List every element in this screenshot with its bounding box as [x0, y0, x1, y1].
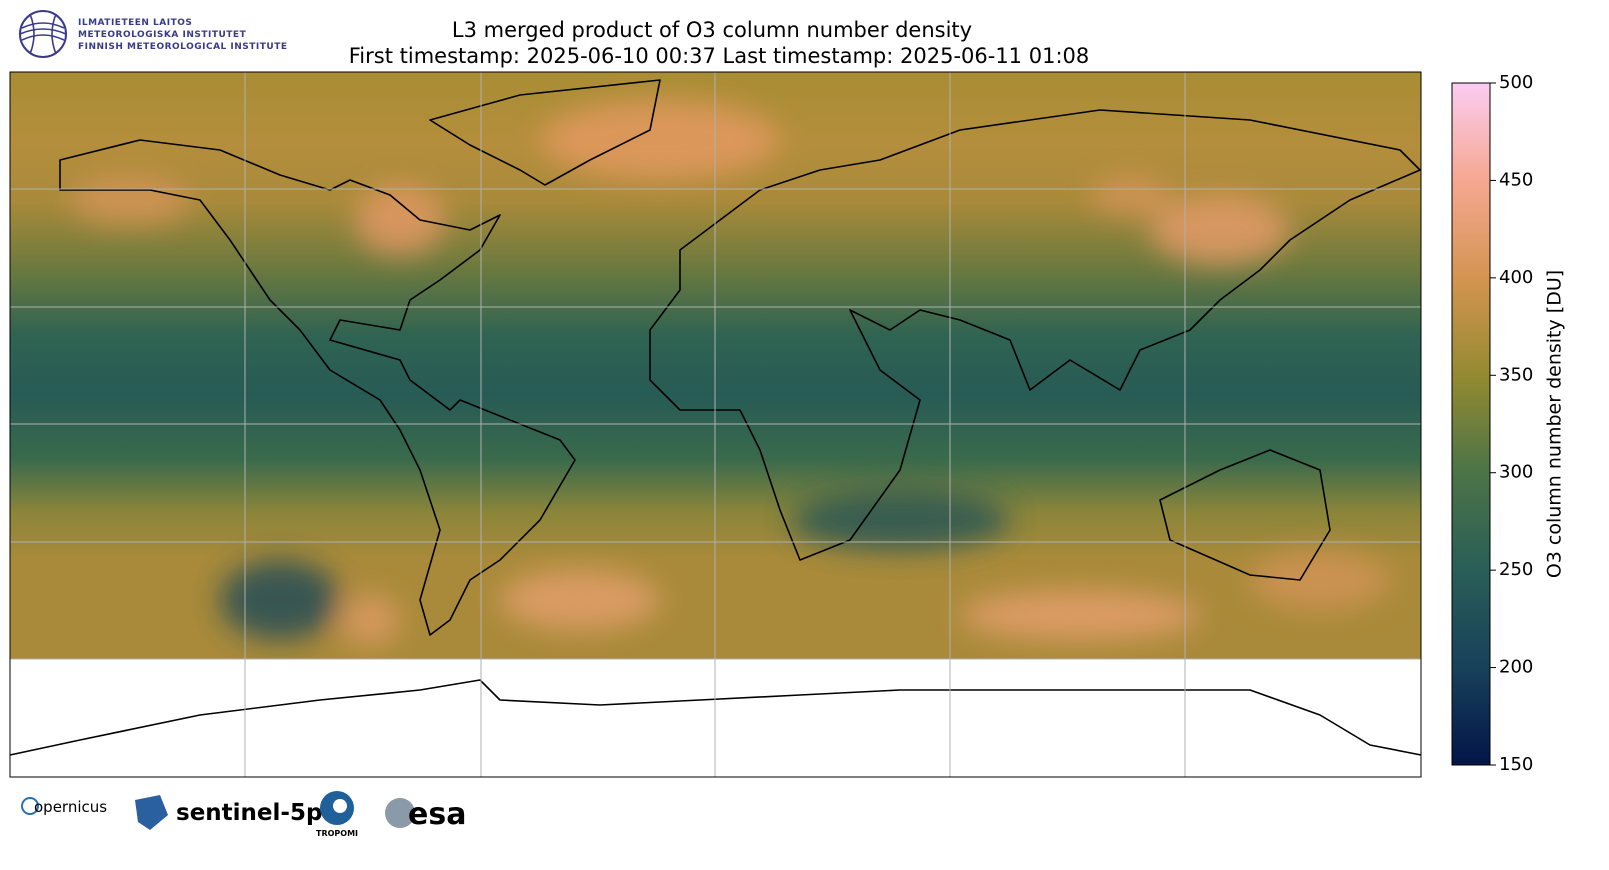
colorbar-tick-label: 500 [1499, 72, 1533, 93]
institute-name: ILMATIETEEN LAITOS [78, 18, 192, 28]
copernicus-mark [21, 797, 39, 815]
colorbar-tick-label: 450 [1499, 169, 1533, 190]
colorbar-tick-label: 250 [1499, 559, 1533, 580]
colorbar-tick-label: 200 [1499, 657, 1533, 678]
map-title: L3 merged product of O3 column number de… [452, 18, 972, 42]
fmi-logo: ILMATIETEEN LAITOS METEOROLOGISKA INSTIT… [19, 10, 288, 58]
institute-name: FINNISH METEOROLOGICAL INSTITUTE [78, 42, 288, 52]
logo-text: opernicus [34, 798, 107, 816]
colorbar-tick-label: 400 [1499, 267, 1533, 288]
colorbar-tick-label: 300 [1499, 462, 1533, 483]
colorbar: O3 column number density [DU] 150 200 250 3… [1451, 72, 1566, 775]
logo-text: TROPOMI [316, 829, 358, 838]
colorbar-ramp [1451, 82, 1491, 766]
coastlines [9, 79, 1422, 756]
institute-name: METEOROLOGISKA INSTITUTET [78, 30, 247, 40]
sentinel-mark [135, 795, 168, 830]
graticule [10, 72, 1421, 777]
logo-text: esa [408, 797, 466, 832]
logo-text: sentinel-5p [176, 800, 322, 826]
colorbar-label: O3 column number density [DU] [1544, 270, 1566, 578]
partner-logos: opernicus sentinel-5p TROPOMI esa [21, 791, 466, 838]
esa-mark [385, 798, 415, 828]
map-frame [9, 71, 1422, 778]
colorbar-tick-label: 350 [1499, 364, 1533, 385]
map-subtitle: First timestamp: 2025-06-10 00:37 Last t… [349, 44, 1090, 68]
colorbar-tick-label: 150 [1499, 754, 1533, 775]
